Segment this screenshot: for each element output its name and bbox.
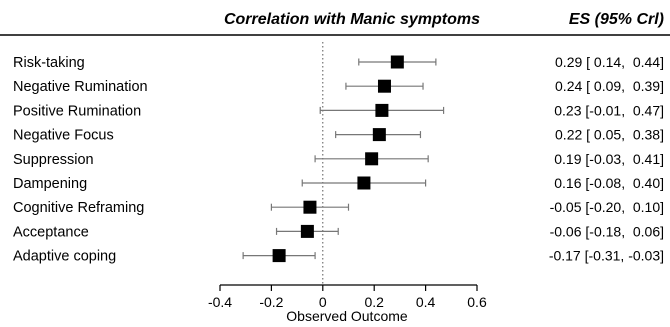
point-estimate-marker [372,128,386,142]
point-estimate-marker [390,55,404,69]
point-estimate-marker [365,152,379,166]
x-tick-label: 0.6 [467,294,487,310]
row-label: Adaptive coping [13,249,116,265]
es-value: 0.19 [-0.03, 0.41] [554,151,664,167]
row-label: Dampening [13,176,87,192]
x-axis-label: Observed Outcome [286,308,408,324]
es-value: 0.24 [ 0.09, 0.39] [555,78,664,94]
row-label: Suppression [13,152,94,168]
point-estimate-marker [375,103,389,117]
row-label: Acceptance [13,224,89,240]
row-label: Negative Focus [13,128,114,144]
es-value: -0.05 [-0.20, 0.10] [550,199,664,215]
es-value: -0.17 [-0.31, -0.03] [549,248,664,264]
x-tick-label: 0.2 [364,294,384,310]
es-value: 0.23 [-0.01, 0.47] [554,102,664,118]
point-estimate-marker [272,249,286,263]
x-tick-label: -0.2 [259,294,283,310]
row-label: Cognitive Reframing [13,200,144,216]
point-estimate-marker [300,224,314,238]
x-tick-label: 0 [319,294,327,310]
point-estimate-marker [357,176,371,190]
es-value: 0.29 [ 0.14, 0.44] [555,54,664,70]
point-estimate-marker [303,200,317,214]
x-tick-label: -0.4 [208,294,232,310]
x-tick-label: 0.4 [416,294,436,310]
row-label: Negative Rumination [13,79,148,95]
row-label: Risk-taking [13,55,85,71]
chart-title: Correlation with Manic symptoms [224,11,480,28]
es-header: ES (95% Crl) [569,11,664,28]
es-value: -0.06 [-0.18, 0.06] [550,223,664,239]
point-estimate-marker [377,79,391,93]
row-label: Positive Rumination [13,103,141,119]
es-value: 0.16 [-0.08, 0.40] [554,175,664,191]
es-value: 0.22 [ 0.05, 0.38] [555,127,664,143]
